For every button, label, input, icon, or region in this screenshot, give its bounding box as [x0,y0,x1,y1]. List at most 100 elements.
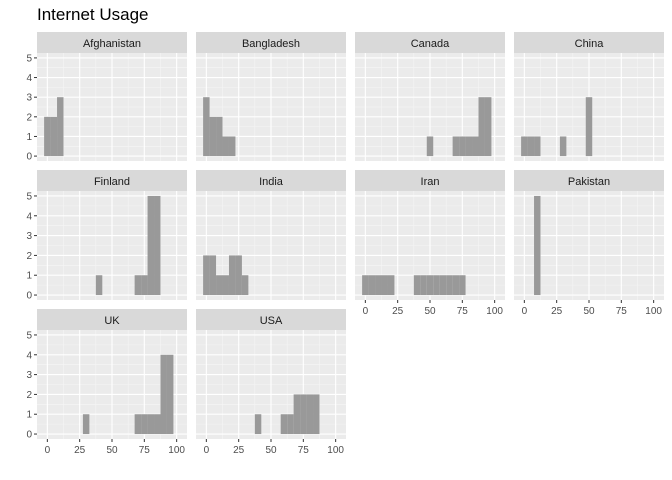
facet-strip [355,170,505,191]
histogram-bar [534,195,541,296]
facet-strip [514,170,664,191]
x-tick-label: 50 [583,306,595,317]
histogram-bar [154,414,161,435]
facet-panel-canada: Canada [355,32,505,161]
histogram-bar [439,275,447,296]
x-tick-label: 0 [45,445,51,456]
facet-strip [37,170,187,191]
x-tick-label: 75 [298,445,310,456]
histogram-bar [280,414,288,435]
y-tick-label: 4 [26,73,32,84]
facet-strip-label: UK [104,315,120,327]
y-tick-label: 1 [26,271,32,282]
facet-strip-label: China [575,38,605,50]
x-tick-label: 100 [486,306,503,317]
x-tick-label: 0 [363,306,369,317]
histogram-bar [228,255,236,296]
y-tick-label: 0 [26,291,32,302]
facet-strip [37,32,187,53]
histogram-bar [362,275,369,296]
facet-strip-label: Canada [411,38,450,50]
histogram-bar [209,255,217,296]
facet-panel-pakistan: Pakistan 0 25 50 75 100 [514,170,664,317]
x-tick-label: 0 [522,306,528,317]
facet-strip-label: Iran [421,176,440,188]
histogram-bar [147,195,155,296]
histogram-bar [300,394,307,435]
histogram-bar [472,136,479,157]
y-tick-label: 0 [26,152,32,163]
y-tick-label: 4 [26,211,32,222]
facet-strip-label: Pakistan [568,176,610,188]
x-tick-label: 25 [392,306,404,317]
histogram-bar [381,275,388,296]
facets-layer: Afghanistan 0 1 2 3 4 5 Bangladesh Canada China Fi… [26,32,664,456]
facet-strip [37,309,187,330]
y-tick-label: 1 [26,132,32,143]
histogram-bar [203,97,210,157]
histogram-bar [209,116,217,157]
histogram-bar [426,275,434,296]
histogram-bar [452,275,460,296]
histogram-bar [527,136,535,157]
histogram-bar [420,275,427,296]
histogram-bar [141,275,148,296]
histogram-bar [521,136,528,157]
histogram-bar [134,414,142,435]
histogram-bar [433,275,440,296]
histogram-bar [82,414,90,435]
x-tick-label: 50 [265,445,277,456]
facet-strip-label: Finland [94,176,130,188]
y-tick-label: 5 [26,191,32,202]
y-tick-label: 1 [26,410,32,421]
y-tick-label: 4 [26,350,32,361]
histogram-bar [44,116,51,157]
x-tick-label: 25 [233,445,245,456]
histogram-bar [465,136,473,157]
x-tick-label: 100 [168,445,185,456]
histogram-bar [134,275,142,296]
facet-strip [355,32,505,53]
facet-panel-finland: Finland 0 1 2 3 4 5 [26,170,187,302]
x-tick-label: 100 [327,445,344,456]
histogram-bar [57,97,64,157]
histogram-bar [313,394,320,435]
histogram-bar [459,136,466,157]
y-tick-label: 2 [26,390,32,401]
y-tick-label: 5 [26,330,32,341]
histogram-bar [287,414,294,435]
histogram-bar [368,275,376,296]
histogram-bar [141,414,148,435]
x-tick-label: 0 [204,445,210,456]
histogram-bar [203,255,210,296]
histogram-bar [228,136,236,157]
facet-panel-india: India [196,170,346,300]
y-tick-label: 2 [26,112,32,123]
facet-panel-usa: USA 0 25 50 75 100 [196,309,346,456]
x-tick-label: 75 [139,445,151,456]
histogram-bar [446,275,453,296]
histogram-bar [95,275,103,296]
y-tick-label: 0 [26,430,32,441]
y-tick-label: 5 [26,53,32,64]
histogram-bar [235,255,242,296]
histogram-bar [387,275,395,296]
y-tick-label: 2 [26,251,32,262]
histogram-bar [306,394,314,435]
histogram-bar [478,97,485,157]
histogram-bar [166,354,174,435]
facet-strip [514,32,664,53]
facet-strip-label: USA [260,315,283,327]
histogram-bar [484,97,492,157]
facet-panel-bangladesh: Bangladesh [196,32,346,161]
facet-panel-iran: Iran 0 25 50 75 100 [355,170,505,317]
x-tick-label: 100 [645,306,662,317]
histogram-bar [241,275,249,296]
facet-strip-label: Afghanistan [83,38,141,50]
x-tick-label: 25 [74,445,86,456]
chart-title: Internet Usage [37,5,149,24]
facet-panel-afghanistan: Afghanistan 0 1 2 3 4 5 [26,32,187,163]
facet-strip-label: Bangladesh [242,38,300,50]
